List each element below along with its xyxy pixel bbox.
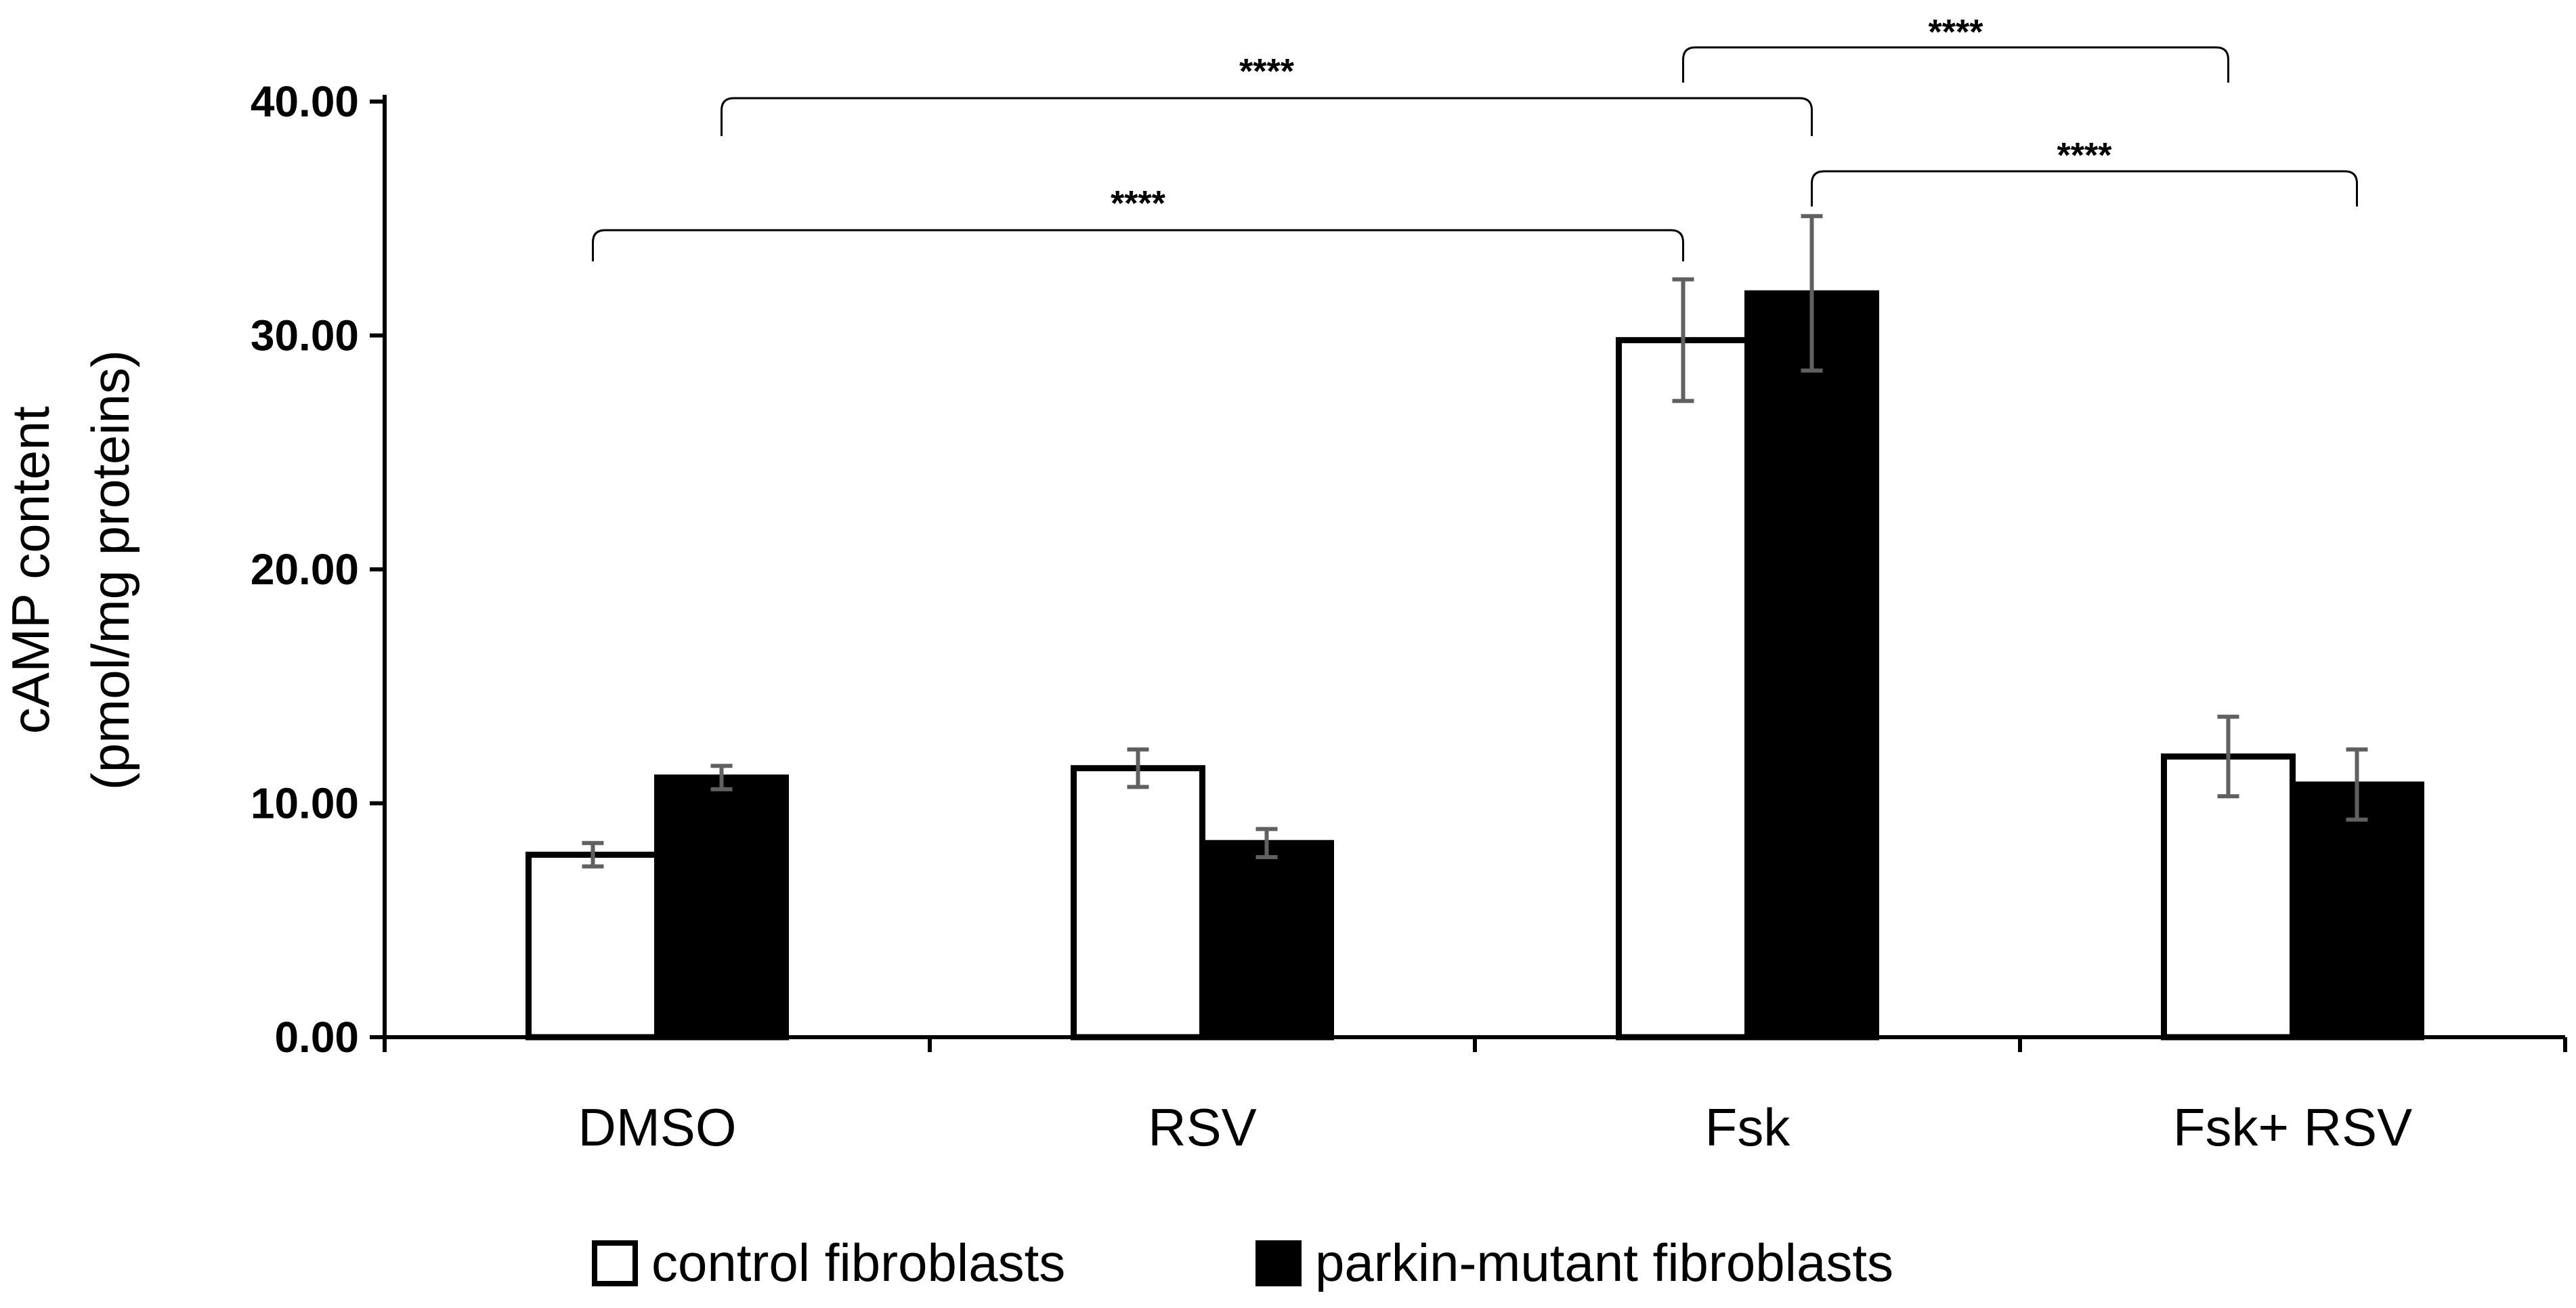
x-tick-label: Fsk [1705,1097,1791,1157]
error-bars [582,214,2368,869]
significance-brackets: **** **** **** **** [592,13,2358,261]
significance-label: **** [2057,136,2113,175]
y-tick-label: 0.00 [274,1013,359,1062]
legend: control fibroblasts parkin-mutant fibrobl… [592,1233,1893,1292]
x-tick-label: RSV [1148,1097,1256,1157]
y-axis-ticks: 0.00 10.00 20.00 30.00 40.00 [251,77,385,1062]
bar-control-fsk-rsv [2161,753,2296,1041]
significance-bracket [1811,170,2358,206]
significance-bracket [721,97,1813,136]
bar-parkin-mutant-rsv [1199,840,1334,1041]
y-tick-label: 10.00 [251,779,359,828]
significance-bracket [592,229,1684,261]
significance-label: **** [1111,184,1166,223]
bar-parkin-mutant-fsk [1744,290,1879,1041]
y-tick-label: 30.00 [251,311,359,360]
legend-label-control: control fibroblasts [651,1233,1065,1292]
bar-control-dmso [525,852,660,1041]
y-tick-label: 40.00 [251,77,359,126]
bar-parkin-mutant-fsk-rsv [2290,781,2424,1041]
significance-bracket [1682,46,2229,83]
x-axis-ticks: DMSO RSV Fsk Fsk+ RSV [383,1037,2567,1157]
legend-label-parkin-mutant: parkin-mutant fibroblasts [1315,1233,1893,1292]
y-axis-title-line: cAMP content [1,406,60,734]
bar-control-fsk [1616,336,1751,1041]
bar-control-rsv [1071,765,1205,1041]
legend-swatch-control [592,1240,638,1286]
y-axis-title-line: (pmol/mg proteins) [81,350,140,790]
x-tick-label: Fsk+ RSV [2173,1097,2412,1157]
bar-parkin-mutant-dmso [654,774,789,1041]
significance-label: **** [1239,52,1295,91]
legend-swatch-parkin-mutant [1255,1240,1302,1286]
bars [525,290,2424,1041]
y-axis-title: cAMP content (pmol/mg proteins) [1,350,140,790]
significance-label: **** [1929,13,1984,52]
y-tick-label: 20.00 [251,545,359,594]
x-tick-label: DMSO [578,1097,737,1157]
